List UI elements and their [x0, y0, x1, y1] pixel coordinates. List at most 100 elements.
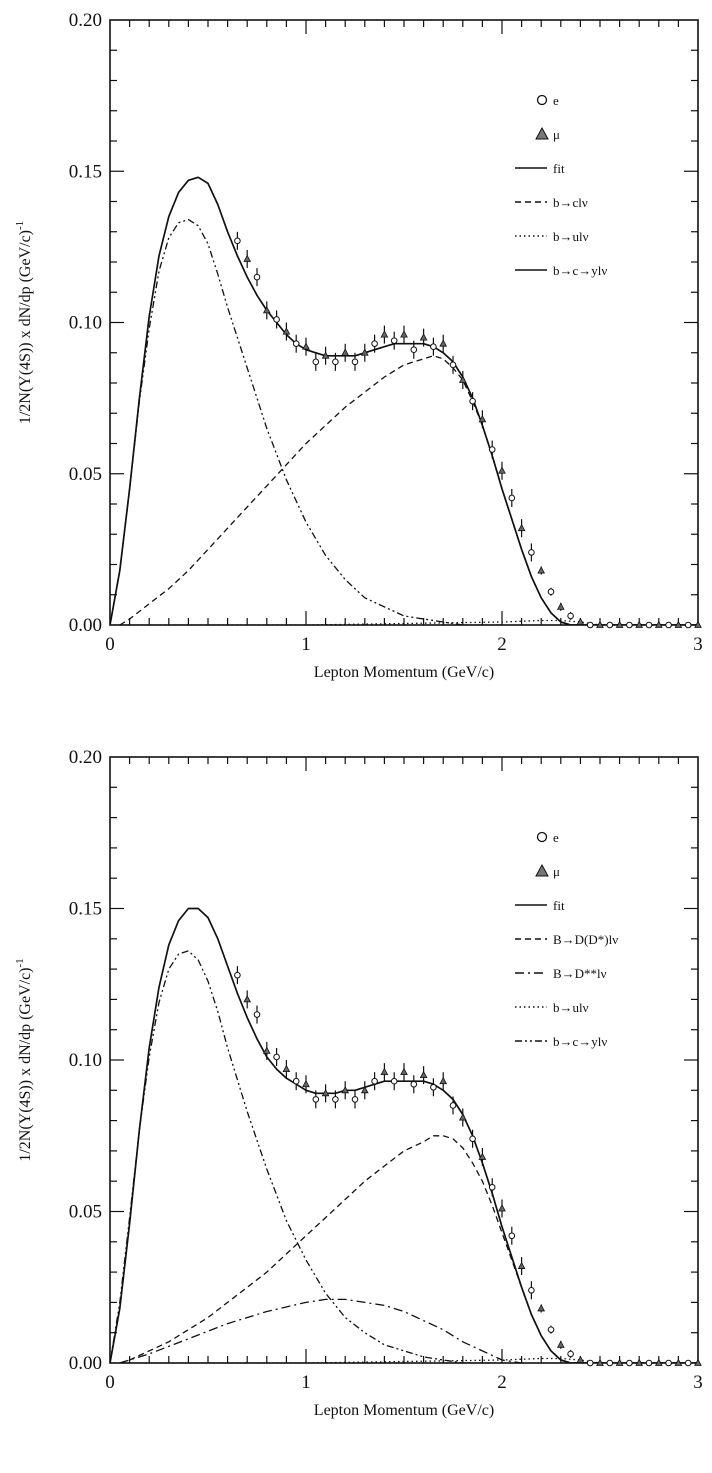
plot-frame: [109, 19, 699, 626]
electron-point: [606, 1359, 614, 1367]
muon-point: [302, 342, 310, 350]
electron-point: [371, 340, 378, 347]
electron-point: [253, 1011, 261, 1018]
electron-point: [488, 446, 496, 453]
muon-point: [694, 620, 702, 628]
curves: [110, 176, 698, 625]
electron-point: [371, 1077, 378, 1085]
series-dash-dot-dot-curve: [110, 218, 502, 625]
x-axis-title: Lepton Momentum (GeV/c): [314, 1402, 494, 1419]
electron-point: [292, 340, 300, 347]
muon-point: [419, 333, 428, 341]
electron-point: [351, 358, 359, 366]
muon-point: [400, 330, 408, 338]
legend-label: e: [553, 93, 559, 108]
legend-label: B→D**lν: [553, 966, 607, 981]
electron-point: [586, 621, 594, 629]
y-tick-label: 0.20: [69, 10, 102, 31]
series-solid-curve: [110, 176, 698, 625]
electron-point: [645, 1359, 653, 1367]
electron-point: [528, 549, 535, 556]
muon-point: [517, 523, 526, 532]
electron-point: [430, 343, 437, 351]
x-tick-label: 0: [105, 1372, 115, 1393]
series-dashed-curve: [119, 355, 581, 625]
electron-point: [626, 1359, 633, 1367]
electron-point: [684, 621, 692, 629]
y-tick-label: 0.10: [69, 313, 102, 334]
series-dash-dot-curve: [119, 1298, 522, 1363]
x-tick-label: 0: [105, 634, 115, 655]
muon-point: [517, 1261, 526, 1269]
x-tick-label: 3: [693, 634, 703, 655]
electron-point: [292, 1077, 300, 1085]
electron-point: [567, 1350, 574, 1358]
y-axis-title: 1/2N(Y(4S)) x dN/dp (GeV/c)-1: [14, 958, 34, 1161]
x-tick-label: 2: [497, 634, 507, 655]
electron-point: [430, 1083, 437, 1091]
electron-point: [508, 1232, 516, 1240]
muon-point: [615, 620, 624, 628]
muon-point: [498, 1204, 506, 1212]
electron-point: [234, 237, 241, 245]
muon-point: [635, 620, 644, 628]
muon-point: [321, 351, 330, 359]
electron-point: [547, 1326, 555, 1333]
legend-swatch-triangle: [535, 863, 549, 877]
electron-point: [645, 621, 653, 629]
electron-point: [332, 1096, 339, 1103]
electron-point: [469, 1135, 476, 1143]
electron-point: [351, 1096, 359, 1103]
data-points: [234, 231, 702, 629]
electron-point: [626, 621, 633, 629]
electron-point: [567, 612, 574, 620]
muon-point: [674, 1358, 683, 1366]
electron-point: [410, 1080, 418, 1088]
muon-point: [360, 1085, 369, 1094]
legend-label: fit: [553, 161, 565, 176]
electron-point: [332, 358, 339, 366]
y-tick-label: 0.05: [69, 1202, 102, 1223]
muon-point: [615, 1358, 624, 1366]
muon-point: [262, 306, 271, 314]
legend-label: b→clν: [553, 195, 588, 210]
electron-point: [312, 1096, 320, 1103]
muon-point: [458, 1113, 467, 1121]
electron-point: [253, 273, 261, 281]
legend-label: b→c→ylν: [553, 1034, 607, 1049]
curves: [110, 907, 698, 1363]
electron-point: [469, 397, 476, 405]
y-axis-title: 1/2N(Y(4S)) x dN/dp (GeV/c)-1: [14, 221, 34, 424]
y-tick-label: 0.15: [69, 161, 102, 182]
legend-swatch-triangle: [535, 126, 549, 140]
muon-point: [635, 1358, 644, 1366]
muon-point: [654, 1358, 663, 1366]
x-tick-label: 1: [301, 1372, 311, 1393]
electron-point: [234, 971, 241, 979]
legend-swatch-circle: [536, 94, 548, 106]
electron-point: [547, 588, 555, 596]
muon-point: [498, 466, 506, 474]
electron-point: [606, 621, 614, 629]
electron-point: [528, 1286, 535, 1294]
muon-point: [576, 1355, 585, 1363]
electron-point: [312, 358, 320, 366]
x-axis-title: Lepton Momentum (GeV/c): [314, 664, 494, 681]
legend-label: e: [553, 830, 559, 845]
muon-point: [654, 620, 663, 628]
plot-frame: [109, 756, 699, 1364]
muon-point: [243, 995, 252, 1003]
muon-point: [576, 617, 585, 625]
legend-label: b→ulν: [553, 229, 589, 244]
legend-label: μ: [553, 864, 560, 879]
muon-point: [341, 348, 350, 356]
electron-point: [665, 621, 672, 629]
electron-point: [508, 494, 516, 502]
electron-point: [665, 1359, 672, 1367]
muon-point: [419, 1070, 428, 1079]
muon-point: [360, 348, 369, 356]
x-tick-label: 3: [693, 1372, 703, 1393]
electron-point: [410, 346, 418, 354]
electron-point: [273, 1053, 280, 1061]
